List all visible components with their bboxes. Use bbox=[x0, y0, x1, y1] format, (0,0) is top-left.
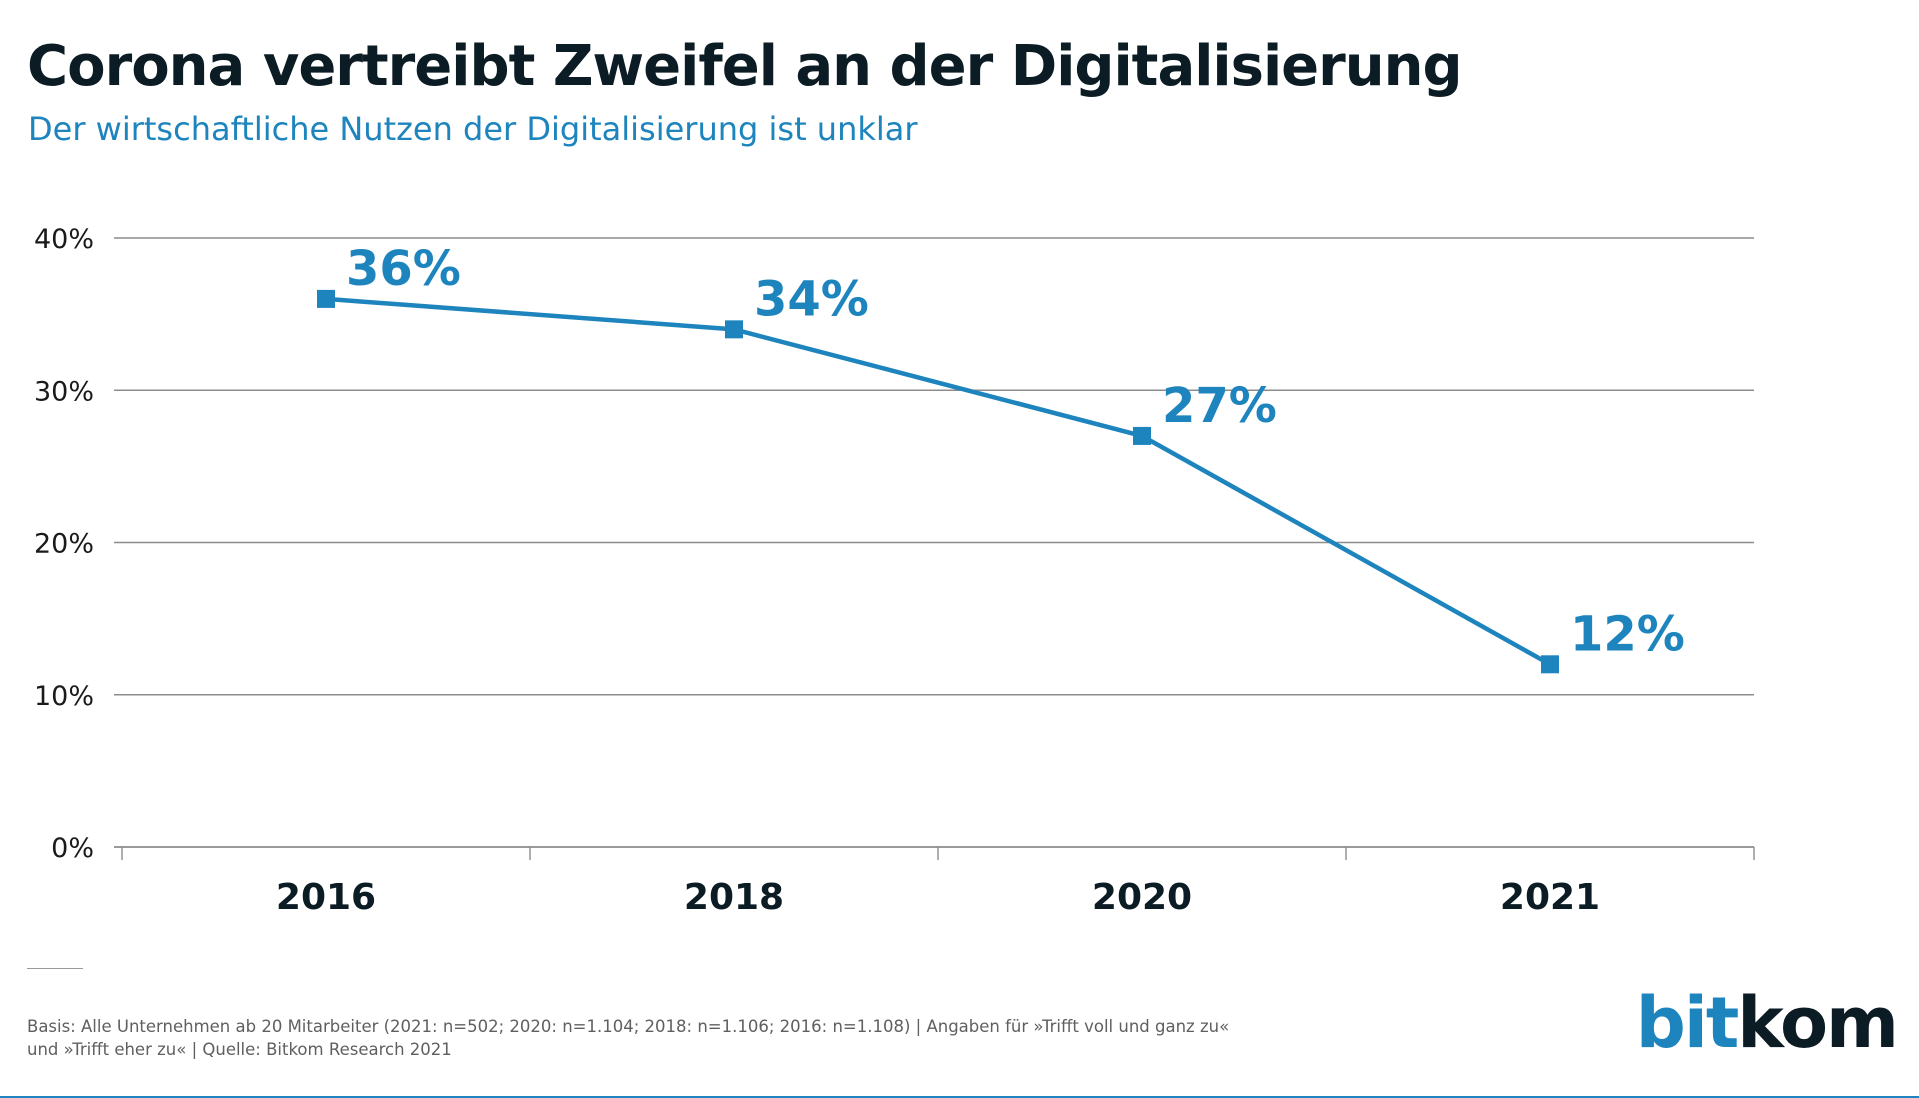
bitkom-logo: bitkom bbox=[1636, 988, 1899, 1058]
data-point-marker bbox=[1133, 426, 1151, 445]
x-tick-label: 2016 bbox=[276, 877, 376, 918]
bottom-divider bbox=[0, 1096, 1919, 1098]
data-point-marker bbox=[1541, 655, 1559, 674]
y-tick-label: 20% bbox=[34, 529, 94, 560]
footer-divider bbox=[27, 968, 83, 969]
series-line bbox=[325, 296, 1552, 667]
footnote-line-1: Basis: Alle Unternehmen ab 20 Mitarbeite… bbox=[27, 1017, 1230, 1036]
data-label: 36% bbox=[346, 241, 461, 297]
data-label: 34% bbox=[754, 271, 869, 327]
chart-title: Corona vertreibt Zweifel an der Digitali… bbox=[27, 34, 1463, 99]
footnote-line-2: und »Trifft eher zu« | Quelle: Bitkom Re… bbox=[27, 1040, 452, 1059]
y-tick-label: 40% bbox=[34, 224, 94, 255]
y-tick-label: 30% bbox=[34, 376, 94, 407]
x-tick-label: 2018 bbox=[684, 877, 784, 918]
data-point-marker bbox=[317, 289, 335, 308]
footnote: Basis: Alle Unternehmen ab 20 Mitarbeite… bbox=[27, 1015, 1307, 1061]
line-chart: 0% 10% 20% 30% 40% 2016 2018 2020 2021 36% 34% 27% 1… bbox=[34, 224, 1755, 918]
data-label: 12% bbox=[1570, 606, 1685, 662]
y-tick-label: 10% bbox=[34, 681, 94, 712]
x-tick-label: 2020 bbox=[1092, 877, 1192, 918]
chart-subtitle: Der wirtschaftliche Nutzen der Digitalis… bbox=[28, 110, 918, 148]
y-tick-label: 0% bbox=[51, 833, 94, 864]
logo-part-1: bit bbox=[1635, 982, 1740, 1064]
logo-part-2: kom bbox=[1737, 982, 1899, 1064]
data-label: 27% bbox=[1162, 378, 1277, 434]
x-tick-label: 2021 bbox=[1500, 877, 1600, 918]
data-point-marker bbox=[725, 320, 743, 339]
